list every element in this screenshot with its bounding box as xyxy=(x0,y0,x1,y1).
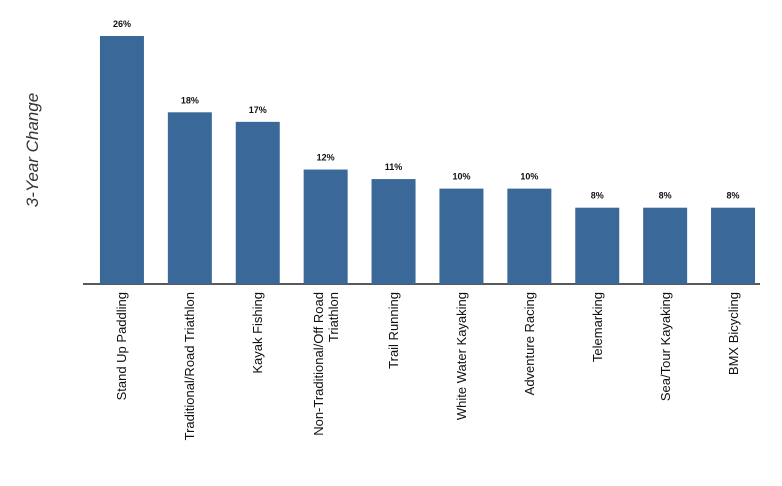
x-tick-label: Sea/Tour Kayaking xyxy=(657,292,673,402)
value-label: 26% xyxy=(113,19,131,29)
x-tick-label: Telemarking xyxy=(589,292,605,363)
bar xyxy=(235,121,280,284)
bar xyxy=(439,188,484,284)
bar xyxy=(507,188,552,284)
value-label: 12% xyxy=(317,153,335,163)
value-label: 18% xyxy=(181,95,199,105)
value-label: 8% xyxy=(591,191,604,201)
bar xyxy=(167,112,212,284)
x-tick-label: BMX Bicycling xyxy=(725,292,741,376)
x-tick-label: Trail Running xyxy=(386,292,402,369)
bar xyxy=(711,207,756,284)
bar xyxy=(643,207,688,284)
value-label: 11% xyxy=(385,162,403,172)
value-label: 8% xyxy=(659,191,672,201)
x-tick-label: White Water Kayaking xyxy=(453,292,469,421)
x-tick-label: Traditional/Road Triathlon xyxy=(182,292,198,441)
bar xyxy=(575,207,620,284)
value-label: 8% xyxy=(727,191,740,201)
x-tick-label: Stand Up Paddling xyxy=(114,292,130,401)
value-label: 17% xyxy=(249,105,267,115)
x-tick-label: Kayak Fishing xyxy=(250,292,266,374)
y-axis-label: 3-Year Change xyxy=(23,93,42,207)
value-label: 10% xyxy=(520,172,538,182)
value-label: 10% xyxy=(452,172,470,182)
bar xyxy=(303,169,348,284)
x-tick-label: Non-Traditional/Off Road Triathlon xyxy=(310,292,341,436)
bar xyxy=(99,36,144,284)
bar xyxy=(371,179,416,284)
x-tick-label: Adventure Racing xyxy=(521,292,537,396)
